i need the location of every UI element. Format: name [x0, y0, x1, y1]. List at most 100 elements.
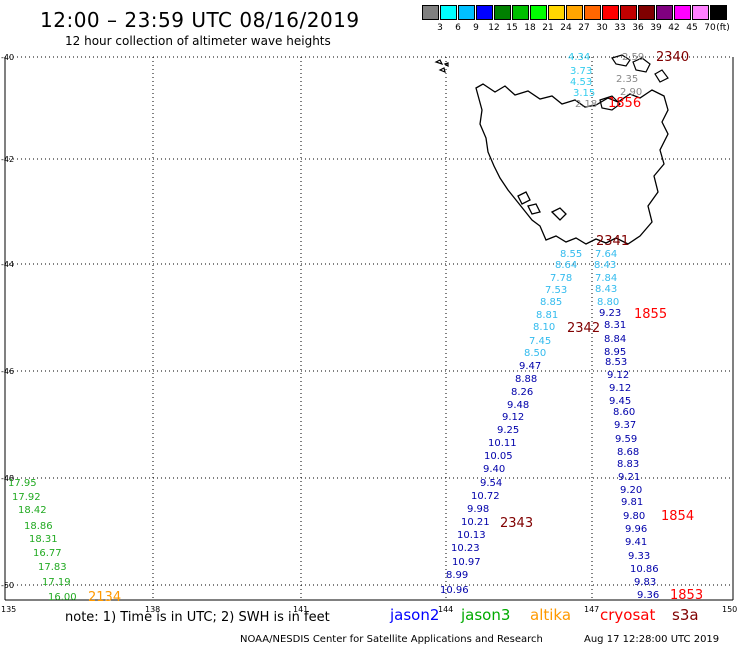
page-title: 12:00 – 23:59 UTC 08/16/2019	[40, 8, 360, 32]
lat-label: -48	[1, 474, 14, 483]
legend-swatch	[476, 5, 493, 20]
track-value: 8.60	[613, 407, 635, 418]
lat-label: -44	[1, 260, 14, 269]
time-label: 2134	[88, 590, 121, 605]
lat-label: -40	[1, 53, 14, 62]
legend-label: 24	[560, 23, 572, 33]
northern-islands	[434, 54, 669, 111]
legend-swatch	[548, 5, 565, 20]
track-value: 8.31	[604, 320, 626, 331]
lat-label: -42	[1, 155, 14, 164]
track-value: 10.21	[461, 517, 490, 528]
track-value: 10.97	[452, 557, 481, 568]
legend-swatch	[674, 5, 691, 20]
legend-swatch	[584, 5, 601, 20]
legend-swatch	[530, 5, 547, 20]
time-label: 2342	[567, 321, 600, 336]
track-value: 18.86	[24, 521, 53, 532]
time-labels: 2340 1856 2341 1855 2342 2343 1854 1853 2134	[88, 50, 703, 605]
track-value: 8.84	[604, 334, 626, 345]
track-value: 7.64	[595, 249, 617, 260]
track-value: 3.15	[573, 88, 595, 99]
legend-label: 9	[473, 23, 479, 33]
track-value: 8.80	[597, 297, 619, 308]
lon-label: 135	[1, 605, 16, 614]
track-value: 8.10	[533, 322, 555, 333]
track-value: 17.83	[38, 562, 67, 573]
legend-label: 18	[524, 23, 536, 33]
track-value: 4.53	[570, 77, 592, 88]
legend-label: 36	[632, 23, 644, 33]
legend-label: 6	[455, 23, 461, 33]
time-label: 2341	[596, 234, 629, 249]
legend-label: 12	[488, 23, 500, 33]
lat-label: -50	[1, 581, 14, 590]
generated-timestamp: Aug 17 12:28:00 UTC 2019	[584, 634, 720, 645]
satellite-name: altika	[530, 606, 572, 624]
track-value: 8.81	[536, 310, 558, 321]
track-value: 8.64	[555, 260, 577, 271]
legend-swatch	[692, 5, 709, 20]
track-value: 9.25	[497, 425, 519, 436]
legend-label: 42	[668, 23, 680, 33]
track-value: 7.45	[529, 336, 551, 347]
track-value: 4.34	[568, 52, 590, 63]
page-subtitle: 12 hour collection of altimeter wave hei…	[65, 34, 331, 48]
track-value: 2.90	[620, 87, 642, 98]
time-label: 2343	[500, 516, 533, 531]
track-value: 10.86	[630, 564, 659, 575]
track-value: 9.47	[519, 361, 541, 372]
legend-label: 27	[578, 23, 590, 33]
track-value: 8.43	[594, 260, 616, 271]
satellite-name: jason3	[461, 606, 511, 624]
track-value: 9.98	[467, 504, 489, 515]
map-grid	[5, 56, 733, 600]
track-value: 9.48	[507, 400, 529, 411]
legend-swatch	[602, 5, 619, 20]
time-label: 1855	[634, 307, 667, 322]
track-value: 9.81	[621, 497, 643, 508]
track-value: 10.96	[440, 585, 469, 596]
track-value: 8.95	[604, 347, 626, 358]
map-frame	[4, 57, 734, 601]
track-value: 9.40	[483, 464, 505, 475]
track-value: 9.96	[625, 524, 647, 535]
legend-label: 39	[650, 23, 662, 33]
lon-label: 150	[722, 605, 737, 614]
legend-label: 15	[506, 23, 518, 33]
track-value: 17.92	[12, 492, 41, 503]
track-value: 9.33	[628, 551, 650, 562]
legend-swatch	[710, 5, 727, 20]
track-value: 9.36	[637, 590, 659, 601]
track-value: 7.84	[595, 273, 617, 284]
track-value: 2.18	[575, 99, 597, 110]
track-value: 17.19	[42, 577, 71, 588]
track-value: 10.13	[457, 530, 486, 541]
track-value: 9.45	[609, 396, 631, 407]
legend-swatch	[656, 5, 673, 20]
track-value: 9.41	[625, 537, 647, 548]
track-value: 9.12	[609, 383, 631, 394]
track-value: 9.23	[599, 308, 621, 319]
legend-label: 70	[704, 23, 716, 33]
track-value: 16.77	[33, 548, 62, 559]
time-label: 1856	[608, 96, 641, 111]
track-value: 9.59	[615, 434, 637, 445]
track-value: 18.31	[29, 534, 58, 545]
legend-label: 3	[437, 23, 443, 33]
track-value: 9.80	[623, 511, 645, 522]
legend-swatch	[458, 5, 475, 20]
legend-unit: (ft)	[716, 23, 730, 33]
track-value: 9.83	[634, 577, 656, 588]
track-value: 8.83	[617, 459, 639, 470]
track-value: 9.54	[480, 478, 502, 489]
track-value: 9.12	[502, 412, 524, 423]
track-value: 8.53	[605, 357, 627, 368]
credit-line: NOAA/NESDIS Center for Satellite Applica…	[240, 634, 543, 645]
satellite-name: s3a	[672, 606, 699, 624]
longitude-labels: 135 138 141 144 147 150	[1, 605, 737, 614]
track-values: 4.34 3.734.533.15 2.59 2.35 2.90 2.18 8.558.64…	[8, 52, 659, 603]
track-value: 9.12	[607, 370, 629, 381]
legend-label: 33	[614, 23, 626, 33]
